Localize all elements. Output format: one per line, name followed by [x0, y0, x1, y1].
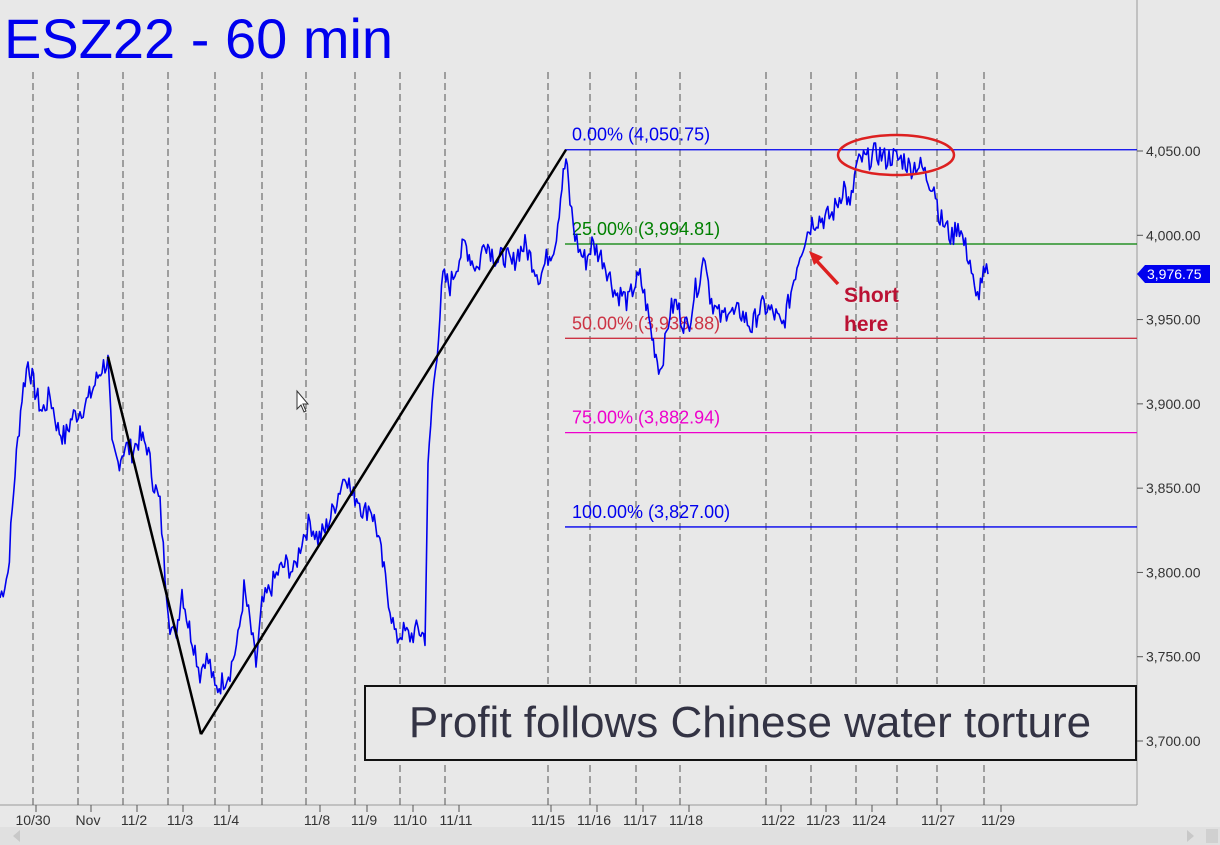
fib-level-label: 50.00% (3,938.88): [572, 313, 720, 333]
x-axis: 10/30 Nov 11/2 11/3 11/4 11/8 11/9 11/10 11/11 11…: [15, 805, 1015, 828]
x-tick-label: 11/16: [577, 812, 611, 828]
short-here-label-line2: here: [844, 313, 888, 336]
x-tick-label: 11/4: [213, 812, 239, 828]
x-tick-label: 11/3: [167, 812, 193, 828]
price-series: [0, 142, 989, 695]
caption-text: Profit follows Chinese water torture: [409, 698, 1091, 747]
pattern-leg-down: [106, 356, 203, 735]
scroll-left-icon[interactable]: [13, 830, 20, 842]
pattern-lines: [106, 149, 568, 735]
horizontal-scrollbar[interactable]: [0, 827, 1220, 845]
caption-box: [364, 685, 1137, 761]
last-price-value: 3,976.75: [1147, 266, 1202, 282]
scroll-right-icon[interactable]: [1187, 830, 1194, 842]
fib-level-label: 75.00% (3,882.94): [572, 408, 720, 428]
y-tick-label: 3,900.00: [1146, 396, 1201, 412]
x-tick-label: 11/29: [981, 812, 1015, 828]
fib-retracement-lines: 0.00% (4,050.75) 25.00% (3,994.81) 50.00% …: [565, 125, 1137, 528]
x-tick-label: 11/22: [761, 812, 795, 828]
y-tick-label: 4,050.00: [1146, 143, 1201, 159]
x-tick-label: 11/18: [669, 812, 703, 828]
fib-level-label: 25.00% (3,994.81): [572, 219, 720, 239]
short-here-arrow: [812, 256, 840, 286]
short-here-arrowhead: [809, 251, 823, 265]
x-tick-label: 10/30: [15, 812, 50, 828]
short-here-label-line1: Short: [844, 284, 899, 307]
x-tick-label: 11/23: [806, 812, 840, 828]
last-price-tag: [1137, 265, 1210, 283]
vertical-gridlines: [32, 72, 985, 805]
mouse-cursor-icon: [296, 389, 310, 413]
y-tick-label: 3,750.00: [1146, 649, 1201, 665]
x-tick-label: 11/27: [921, 812, 955, 828]
fib-level-label: 100.00% (3,827.00): [572, 502, 730, 522]
top-highlight-ellipse: [836, 133, 956, 177]
x-tick-label: 11/15: [531, 812, 565, 828]
x-tick-label: Nov: [76, 812, 101, 828]
y-tick-label: 3,950.00: [1146, 312, 1201, 328]
x-tick-label: 11/24: [852, 812, 886, 828]
x-tick-label: 11/11: [440, 812, 473, 828]
x-tick-label: 11/2: [121, 812, 147, 828]
y-tick-label: 3,700.00: [1146, 733, 1201, 749]
x-tick-label: 11/10: [393, 812, 427, 828]
y-tick-label: 3,850.00: [1146, 480, 1201, 496]
y-tick-label: 4,000.00: [1146, 227, 1201, 243]
fib-level-label: 0.00% (4,050.75): [572, 125, 710, 145]
scroll-thumb[interactable]: [1206, 829, 1218, 843]
x-tick-label: 11/8: [304, 812, 330, 828]
y-axis: 4,050.00 4,000.00 3,950.00 3,900.00 3,850.00…: [1137, 143, 1201, 749]
y-tick-label: 3,800.00: [1146, 564, 1201, 580]
x-tick-label: 11/9: [351, 812, 377, 828]
price-line: [0, 142, 989, 695]
chart-title: ESZ22 - 60 min: [4, 7, 393, 70]
x-tick-label: 11/17: [623, 812, 657, 828]
pattern-leg-up: [199, 149, 568, 735]
